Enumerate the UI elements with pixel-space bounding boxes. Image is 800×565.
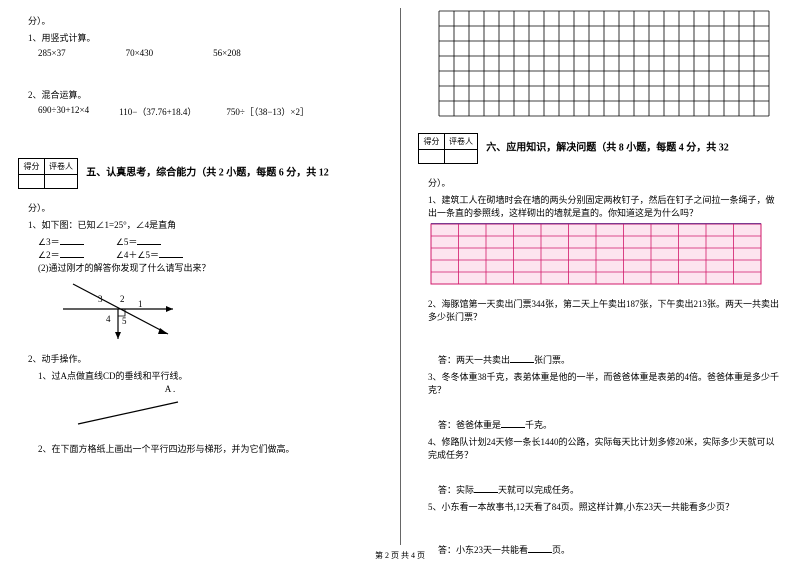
q2-item-0: 690÷30+12×4 — [38, 105, 89, 118]
section5-row: 得分 评卷人 五、认真思考，综合能力（共 2 小题，每题 6 分，共 12 — [18, 158, 382, 189]
q1-item-1: 70×430 — [126, 48, 154, 58]
page-footer: 第 2 页 共 4 页 — [0, 550, 800, 561]
blank[interactable] — [159, 249, 183, 258]
q2-item-2: 750÷［（38−13）×2］ — [226, 105, 309, 118]
angle-label-3: 3 — [98, 294, 103, 304]
p1-head: 1、如下图：已知∠1=25°，∠4是直角 — [28, 218, 382, 231]
angle-label-4: 4 — [106, 314, 111, 324]
r-q2: 2、海豚馆第一天卖出门票344张，第二天上午卖出187张，下午卖出213张。两天… — [428, 297, 782, 323]
reviewer-cell[interactable] — [45, 175, 78, 189]
a3a: 答：爸爸体重是 — [438, 420, 501, 430]
q2-title: 2、混合运算。 — [28, 88, 382, 101]
r-q1: 1、建筑工人在砌墙时会在墙的两头分别固定两枚钉子，然后在钉子之间拉一条绳子，做出… — [428, 193, 782, 219]
r-q5: 5、小东看一本故事书,12天看了84页。照这样计算,小东23天一共能看多少页？ — [428, 500, 782, 513]
brick-wall — [430, 223, 762, 285]
q1-title: 1、用竖式计算。 — [28, 31, 382, 44]
section-tail-top: 分）。 — [28, 14, 382, 27]
p2-head: 2、动手操作。 — [28, 352, 382, 365]
p1-l1b: ∠5＝ — [116, 237, 138, 247]
score-label: 得分 — [19, 159, 45, 175]
section5-tail: 分）。 — [28, 201, 382, 214]
reviewer-label: 评卷人 — [445, 134, 478, 150]
p1-l1a: ∠3＝ — [38, 237, 60, 247]
r-a2: 答：两天一共卖出 张门票。 — [438, 353, 782, 366]
blank[interactable] — [60, 236, 84, 245]
column-divider — [400, 8, 401, 545]
section6-row: 得分 评卷人 六、应用知识，解决问题（共 8 小题，每题 4 分，共 32 — [418, 133, 782, 164]
q1-item-2: 56×208 — [213, 48, 241, 58]
blank[interactable] — [501, 419, 525, 428]
score-box-6: 得分 评卷人 — [418, 133, 478, 164]
score-box-5: 得分 评卷人 — [18, 158, 78, 189]
angle-label-5: 5 — [122, 316, 127, 326]
reviewer-cell[interactable] — [445, 150, 478, 164]
r-q4: 4、修路队计划24天修一条长1440的公路，实际每天比计划多修20米，实际多少天… — [428, 435, 782, 461]
r-q3: 3、冬冬体重38千克，表弟体重是他的一半，而爸爸体重是表弟的4倍。爸爸体重是多少… — [428, 370, 782, 396]
reviewer-label: 评卷人 — [45, 159, 78, 175]
score-label: 得分 — [419, 134, 445, 150]
angle-label-1: 1 — [138, 299, 143, 309]
left-column: 分）。 1、用竖式计算。 285×37 70×430 56×208 2、混合运算… — [0, 0, 400, 565]
p1-line3: (2)通过刚才的解答你发现了什么请写出来？ — [38, 261, 382, 274]
p2-s2: 2、在下面方格纸上画出一个平行四边形与梯形，并为它们做高。 — [38, 442, 382, 455]
a4b: 天就可以完成任务。 — [498, 485, 579, 495]
p1-l2b: ∠4＋∠5＝ — [116, 250, 159, 260]
a4a: 答：实际 — [438, 485, 474, 495]
grid-paper — [438, 10, 770, 117]
section5-title: 五、认真思考，综合能力（共 2 小题，每题 6 分，共 12 — [86, 168, 329, 179]
a3b: 千克。 — [525, 420, 552, 430]
q1-row: 285×37 70×430 56×208 — [38, 48, 382, 58]
score-cell[interactable] — [419, 150, 445, 164]
r-a3: 答：爸爸体重是 千克。 — [438, 418, 782, 431]
blank[interactable] — [60, 249, 84, 258]
p1-line2: ∠2＝ ∠4＋∠5＝ — [38, 248, 382, 261]
r-a4: 答：实际 天就可以完成任务。 — [438, 483, 782, 496]
line-cd — [68, 394, 188, 434]
a2b: 张门票。 — [534, 355, 570, 365]
section6-title: 六、应用知识，解决问题（共 8 小题，每题 4 分，共 32 — [486, 143, 729, 154]
blank[interactable] — [137, 236, 161, 245]
blank[interactable] — [474, 484, 498, 493]
score-cell[interactable] — [19, 175, 45, 189]
right-column: 得分 评卷人 六、应用知识，解决问题（共 8 小题，每题 4 分，共 32 分）… — [400, 0, 800, 565]
q1-item-0: 285×37 — [38, 48, 66, 58]
blank[interactable] — [510, 354, 534, 363]
a-point: A . — [0, 384, 382, 394]
angle-diagram: 3 2 1 4 5 — [58, 274, 178, 344]
p2-s1: 1、过A点做直线CD的垂线和平行线。 — [38, 369, 382, 382]
angle-label-2: 2 — [120, 294, 125, 304]
p1-l2a: ∠2＝ — [38, 250, 60, 260]
q2-item-1: 110−（37.76+18.4） — [119, 105, 196, 118]
p1-line1: ∠3＝ ∠5＝ — [38, 235, 382, 248]
a2a: 答：两天一共卖出 — [438, 355, 510, 365]
section6-tail: 分）。 — [428, 176, 782, 189]
q2-row: 690÷30+12×4 110−（37.76+18.4） 750÷［（38−13… — [38, 105, 382, 118]
